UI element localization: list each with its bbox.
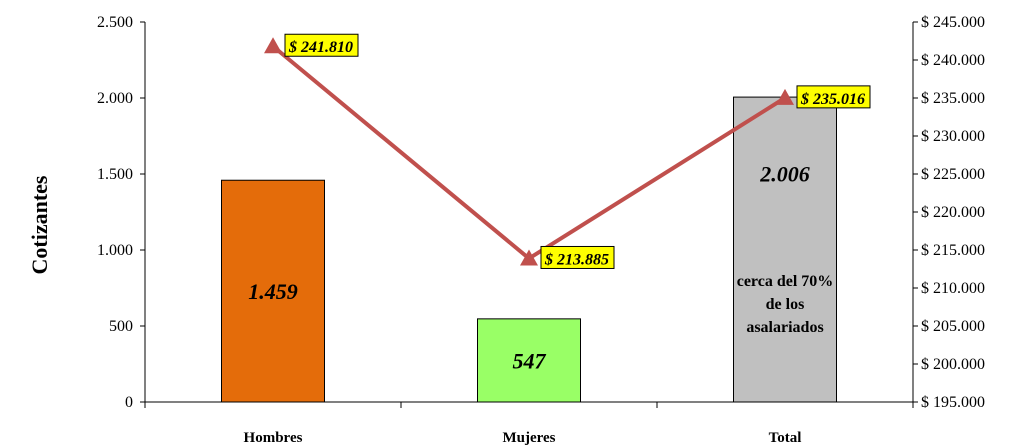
line-point [776, 88, 794, 105]
annotation-line: cerca del 70% [737, 273, 834, 290]
data-labels: 1.459 547 2.006 cerca del 70% de los asalaria… [248, 33, 871, 373]
annotation-line: asalariados [746, 319, 823, 336]
y-left-tick-label: 1.500 [97, 166, 133, 183]
bar-value-label: 1.459 [248, 279, 298, 304]
bar [477, 318, 581, 403]
bar [733, 96, 837, 403]
y-right-tick-label: $ 200.000 [921, 356, 985, 373]
y-right-tick-label: $ 230.000 [921, 128, 985, 145]
line-value-label: $ 241.810 [288, 39, 353, 56]
price-line [264, 37, 794, 266]
axes: 0 500 1.000 1.500 2.000 2.500 $ 195.000 $ 200.0… [97, 14, 985, 446]
y-left-tick-label: 2.000 [97, 90, 133, 107]
annotation-line: de los [766, 296, 805, 313]
bar-value-label: 547 [513, 348, 547, 373]
line-point [264, 37, 282, 54]
y-left-tick-label: 1.000 [97, 242, 133, 259]
y-right-tick-label: $ 215.000 [921, 242, 985, 259]
y-left-tick-label: 2.500 [97, 14, 133, 31]
y-right-tick-label: $ 210.000 [921, 280, 985, 297]
bars [221, 96, 837, 403]
y-right-tick-label: $ 220.000 [921, 204, 985, 221]
y-right-tick-label: $ 245.000 [921, 14, 985, 31]
x-tick-label: Mujeres [502, 430, 555, 446]
y-right-tick-label: $ 240.000 [921, 52, 985, 69]
line-value-label-box [796, 85, 871, 109]
y-left-tick-label: 0 [125, 394, 133, 411]
bar-value-label: 2.006 [759, 162, 810, 187]
line-path [271, 44, 787, 261]
line-point [520, 249, 538, 266]
y-right-tick-label: $ 225.000 [921, 166, 985, 183]
y-right-tick-label: $ 195.000 [921, 394, 985, 411]
line-value-label: $ 235.016 [800, 91, 865, 108]
x-tick-label: Hombres [244, 430, 303, 446]
line-value-label-box [284, 33, 359, 57]
y-right-tick-label: $ 205.000 [921, 318, 985, 335]
y-axis-title: Cotizantes [27, 175, 52, 274]
x-tick-label: Total [769, 430, 802, 446]
y-right-tick-label: $ 235.000 [921, 90, 985, 107]
y-left-tick-label: 500 [109, 318, 133, 335]
line-value-label-box [540, 245, 615, 269]
line-value-label: $ 213.885 [544, 251, 609, 268]
bar [221, 179, 325, 403]
